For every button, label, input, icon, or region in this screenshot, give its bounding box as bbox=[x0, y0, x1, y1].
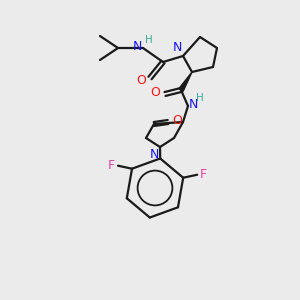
Text: F: F bbox=[108, 159, 115, 172]
Text: N: N bbox=[189, 98, 198, 112]
Text: F: F bbox=[200, 168, 207, 181]
Text: H: H bbox=[145, 35, 153, 45]
Text: N: N bbox=[150, 148, 159, 161]
Text: O: O bbox=[136, 74, 146, 86]
Text: N: N bbox=[133, 40, 142, 53]
Text: O: O bbox=[172, 115, 182, 128]
Text: O: O bbox=[150, 86, 160, 100]
Text: N: N bbox=[172, 41, 182, 54]
Text: H: H bbox=[196, 93, 204, 103]
Polygon shape bbox=[179, 72, 192, 91]
